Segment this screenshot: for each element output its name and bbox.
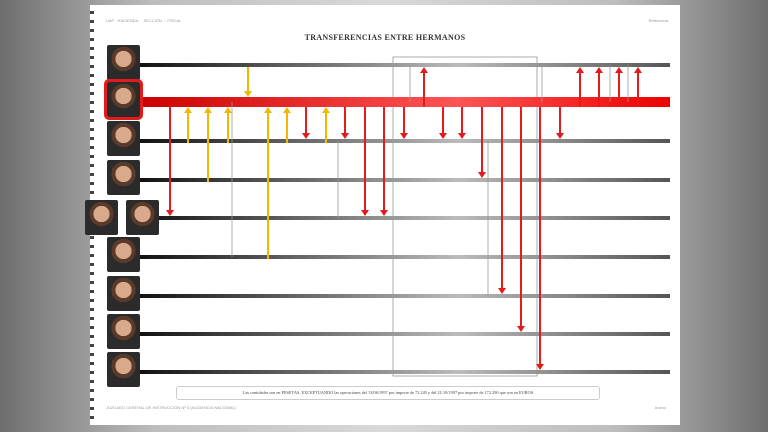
arrow-head (166, 210, 174, 216)
person-photo[interactable] (107, 160, 140, 195)
arrow-head (184, 107, 192, 113)
person-line (140, 139, 670, 143)
person-photo[interactable] (85, 200, 118, 235)
arrow-head (595, 67, 603, 73)
arrow-head (536, 364, 544, 370)
arrow-head (517, 326, 525, 332)
person-line (140, 370, 670, 374)
person-line (140, 216, 670, 220)
person-photo-selected[interactable] (104, 79, 143, 120)
arrow-head (400, 133, 408, 139)
transfer-diagram (140, 56, 670, 377)
arrow-head (224, 107, 232, 113)
arrow-head (458, 133, 466, 139)
arrow-head (302, 133, 310, 139)
arrow-head (556, 133, 564, 139)
arrow-head (380, 210, 388, 216)
footer-annex: Anexo (654, 405, 666, 410)
person-line (140, 255, 670, 259)
arrow-head (204, 107, 212, 113)
person-line-selected (140, 97, 670, 107)
page-title: TRANSFERENCIAS ENTRE HERMANOS (304, 33, 466, 42)
arrow-head (283, 107, 291, 113)
person-line (140, 294, 670, 298)
person-line (140, 332, 670, 336)
person-photo[interactable] (107, 276, 140, 311)
arrow-head (498, 288, 506, 294)
person-photo[interactable] (107, 314, 140, 349)
person-photo[interactable] (126, 200, 159, 235)
arrow-head (244, 91, 252, 97)
person-photo[interactable] (107, 237, 140, 272)
arrow-head (361, 210, 369, 216)
person-photo[interactable] (107, 352, 140, 387)
arrow-head (322, 107, 330, 113)
header-reference: Referencia (648, 18, 668, 23)
currency-note: Las cantidades son en PESETAS, EXCEPTUAN… (176, 386, 600, 400)
person-photo[interactable] (107, 121, 140, 156)
footer-text: JUZGADO CENTRAL DE INSTRUCCIÓN Nº 5 (AUD… (106, 405, 236, 410)
arrow-head (478, 172, 486, 178)
header-text: UAF · HACIENDA ... SECCIÓN ... FISCAL (106, 18, 182, 23)
arrow-head (264, 107, 272, 113)
person-line (140, 178, 670, 182)
arrow-head (341, 133, 349, 139)
person-line (140, 63, 670, 67)
arrow-head (615, 67, 623, 73)
arrow-head (439, 133, 447, 139)
arrow-head (576, 67, 584, 73)
document-page: UAF · HACIENDA ... SECCIÓN ... FISCAL Re… (85, 5, 680, 425)
arrow-head (634, 67, 642, 73)
person-photo[interactable] (107, 45, 140, 80)
arrow-head (420, 67, 428, 73)
